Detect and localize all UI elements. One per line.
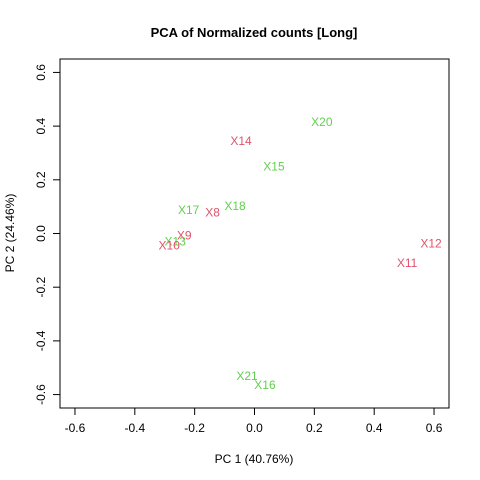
point-label: X9: [177, 229, 192, 243]
x-tick-label: 0.0: [246, 421, 263, 435]
plot-frame: [59, 58, 450, 409]
y-tick-label: 0.2: [34, 171, 48, 188]
x-tick-label: 0.6: [426, 421, 443, 435]
y-tick-label: 0.4: [34, 117, 48, 134]
point-label: X16: [254, 378, 276, 392]
x-tick-label: -0.2: [184, 421, 205, 435]
point-label: X15: [263, 159, 285, 173]
y-tick-label: 0.6: [34, 64, 48, 81]
y-tick-label: 0.0: [34, 225, 48, 242]
point-label: X10: [159, 239, 181, 253]
point-label: X14: [230, 134, 252, 148]
y-tick-label: -0.2: [34, 277, 48, 298]
y-axis: -0.6 -0.4 -0.2 0.0 0.2 0.4 0.6: [34, 64, 61, 405]
point-label: X17: [178, 203, 200, 217]
y-tick-label: -0.6: [34, 384, 48, 405]
point-label: X18: [224, 199, 246, 213]
x-tick-label: 0.2: [306, 421, 323, 435]
point-label: X13: [165, 235, 187, 249]
point-label: X20: [311, 115, 333, 129]
y-axis-title: PC 2 (24.46%): [3, 194, 17, 273]
point-label: X21: [236, 369, 258, 383]
x-axis: -0.6 -0.4 -0.2 0.0 0.2 0.4 0.6: [65, 407, 443, 435]
y-tick-label: -0.4: [34, 330, 48, 351]
chart-title: PCA of Normalized counts [Long]: [151, 25, 358, 40]
point-label: X8: [205, 206, 220, 220]
x-tick-label: -0.4: [124, 421, 145, 435]
x-tick-label: 0.4: [366, 421, 383, 435]
x-tick-label: -0.6: [65, 421, 86, 435]
x-axis-title: PC 1 (40.76%): [215, 452, 294, 466]
point-label: X12: [420, 237, 442, 251]
point-label: X11: [397, 256, 418, 270]
